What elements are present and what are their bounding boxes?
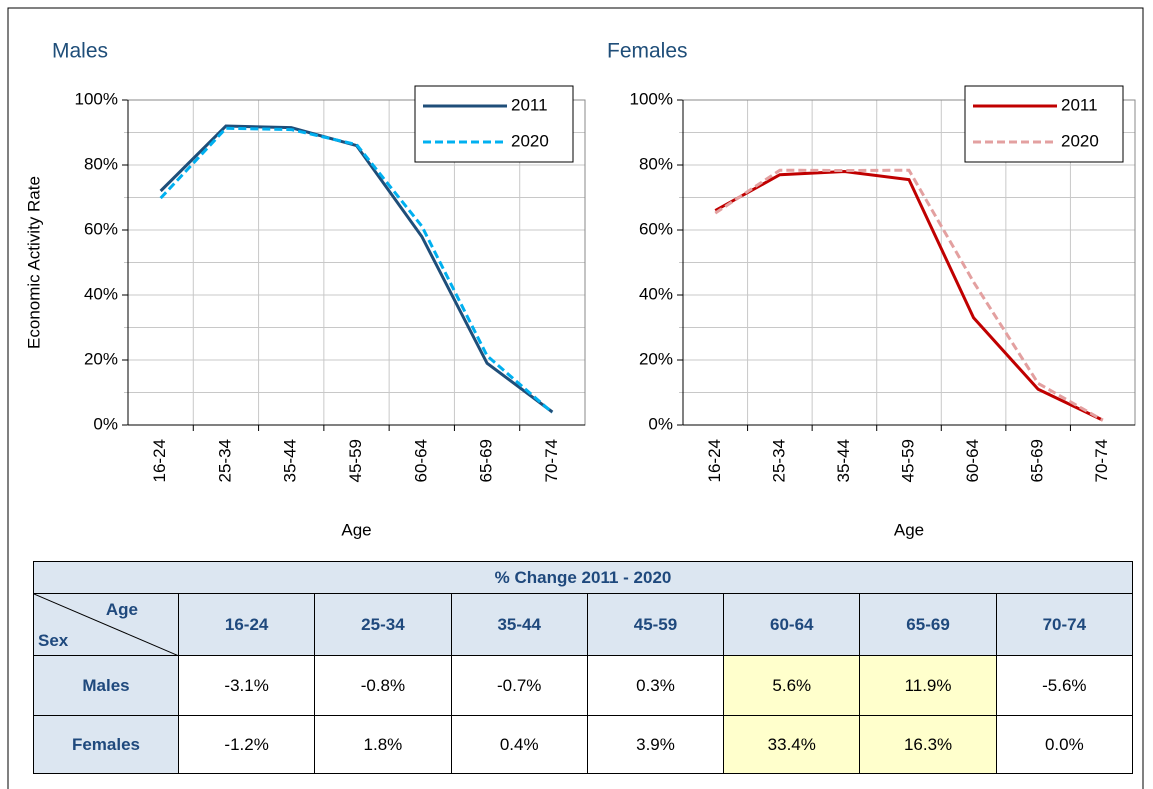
x-tick-label: 25-34 bbox=[769, 439, 788, 482]
table-cell: 5.6% bbox=[723, 655, 861, 716]
table-cell: 3.9% bbox=[586, 715, 725, 774]
x-tick-label: 70-74 bbox=[1092, 439, 1111, 482]
legend-label: 2020 bbox=[511, 131, 549, 150]
y-tick-label: 20% bbox=[84, 349, 118, 368]
y-tick-label: 60% bbox=[639, 219, 673, 238]
table-title: % Change 2011 - 2020 bbox=[33, 561, 1133, 594]
x-tick-label: 60-64 bbox=[411, 439, 430, 482]
legend-box bbox=[964, 85, 1124, 163]
corner-cell: Age Sex bbox=[33, 593, 179, 656]
table-cell: 0.3% bbox=[586, 655, 725, 716]
y-tick-label: 40% bbox=[84, 284, 118, 303]
y-tick-label: 80% bbox=[639, 154, 673, 173]
column-header: 65-69 bbox=[859, 593, 997, 656]
x-tick-label: 16-24 bbox=[705, 439, 724, 482]
corner-diagonal bbox=[34, 594, 179, 656]
table-row: Males -3.1% -0.8% -0.7% 0.3% 5.6% 11.9% -5.6% bbox=[33, 655, 1134, 716]
legend-box bbox=[414, 85, 574, 163]
table-cell: -0.8% bbox=[314, 655, 452, 716]
x-tick-label: 16-24 bbox=[150, 439, 169, 482]
row-header: Males bbox=[33, 655, 179, 716]
y-tick-label: 60% bbox=[84, 219, 118, 238]
y-tick-label: 40% bbox=[639, 284, 673, 303]
column-header: 35-44 bbox=[450, 593, 588, 656]
series-line bbox=[159, 124, 554, 414]
x-tick-label: 35-44 bbox=[834, 439, 853, 482]
corner-row: Sex bbox=[38, 631, 69, 650]
x-tick-label: 70-74 bbox=[542, 439, 561, 482]
table-row: Females -1.2% 1.8% 0.4% 3.9% 33.4% 16.3% 0.0% bbox=[33, 715, 1134, 774]
x-tick-label: 65-69 bbox=[1028, 439, 1047, 482]
x-tick-label: 60-64 bbox=[963, 439, 982, 482]
y-tick-label: 0% bbox=[93, 414, 118, 433]
table-cell: 0.4% bbox=[450, 715, 588, 774]
x-tick-label: 45-59 bbox=[346, 439, 365, 482]
column-header: 45-59 bbox=[586, 593, 725, 656]
table-cell: 11.9% bbox=[859, 655, 997, 716]
y-tick-label: 80% bbox=[84, 154, 118, 173]
column-header: 70-74 bbox=[995, 593, 1134, 656]
table-cell: -0.7% bbox=[450, 655, 588, 716]
table-cell: -5.6% bbox=[995, 655, 1134, 716]
x-tick-label: 45-59 bbox=[898, 439, 917, 482]
y-tick-label: 100% bbox=[75, 89, 118, 108]
legend-label: 2011 bbox=[511, 95, 548, 114]
legend-label: 2011 bbox=[1061, 95, 1098, 114]
chart-title: Males bbox=[52, 40, 108, 63]
change-table: % Change 2011 - 2020 Age Sex 16-24 25-34 3… bbox=[33, 561, 1134, 774]
table-cell: 16.3% bbox=[859, 715, 997, 774]
column-header: 25-34 bbox=[314, 593, 452, 656]
table-cell: 1.8% bbox=[314, 715, 452, 774]
x-axis-label: Age bbox=[341, 520, 371, 539]
table-cell: 0.0% bbox=[995, 715, 1134, 774]
column-header: 60-64 bbox=[723, 593, 861, 656]
legend-label: 2020 bbox=[1061, 131, 1099, 150]
table-cell: 33.4% bbox=[723, 715, 861, 774]
row-header: Females bbox=[33, 715, 179, 774]
column-header: 16-24 bbox=[177, 593, 316, 656]
x-axis-label: Age bbox=[894, 520, 924, 539]
series-line bbox=[714, 169, 1104, 422]
table-cell: -3.1% bbox=[177, 655, 316, 716]
y-axis-label: Economic Activity Rate bbox=[24, 176, 43, 349]
chart-title: Females bbox=[607, 40, 688, 63]
series-line bbox=[714, 168, 1104, 422]
y-tick-label: 20% bbox=[639, 349, 673, 368]
y-tick-label: 100% bbox=[630, 89, 673, 108]
table-cell: -1.2% bbox=[177, 715, 316, 774]
x-tick-label: 35-44 bbox=[281, 439, 300, 482]
frame bbox=[7, 7, 1144, 789]
corner-column: Age bbox=[105, 600, 138, 619]
y-tick-label: 0% bbox=[648, 414, 673, 433]
x-tick-label: 25-34 bbox=[215, 439, 234, 482]
x-tick-label: 65-69 bbox=[477, 439, 496, 482]
